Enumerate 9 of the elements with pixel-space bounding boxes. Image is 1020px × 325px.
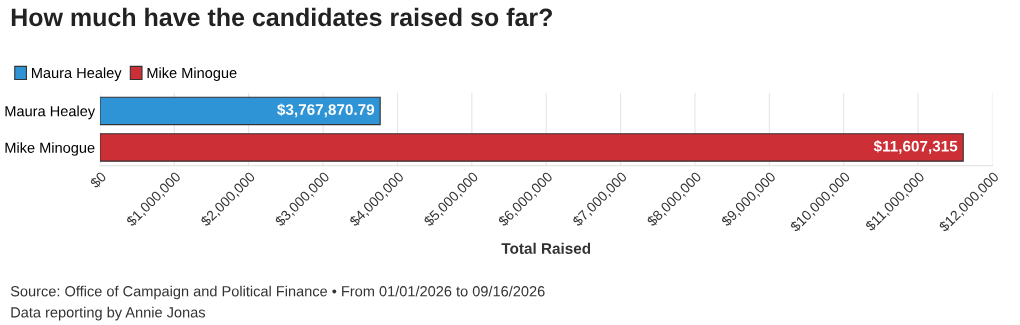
legend-label: Mike Minogue [147,67,237,81]
source-note: Source: Office of Campaign and Political Finance • From 01/01/2026 to 09/16/2026 [10,285,545,300]
legend-label: Maura Healey [32,67,122,81]
data-label: $3,767,870.79 [277,103,375,118]
x-axis-title: Total Raised [501,242,591,254]
data-label: $11,607,315 [873,140,958,154]
text: Data reporting by Annie Jonas [11,306,206,321]
x-tick-label: $0 [88,170,108,190]
chart-title: How much have the candidates raised so far? [11,7,552,27]
